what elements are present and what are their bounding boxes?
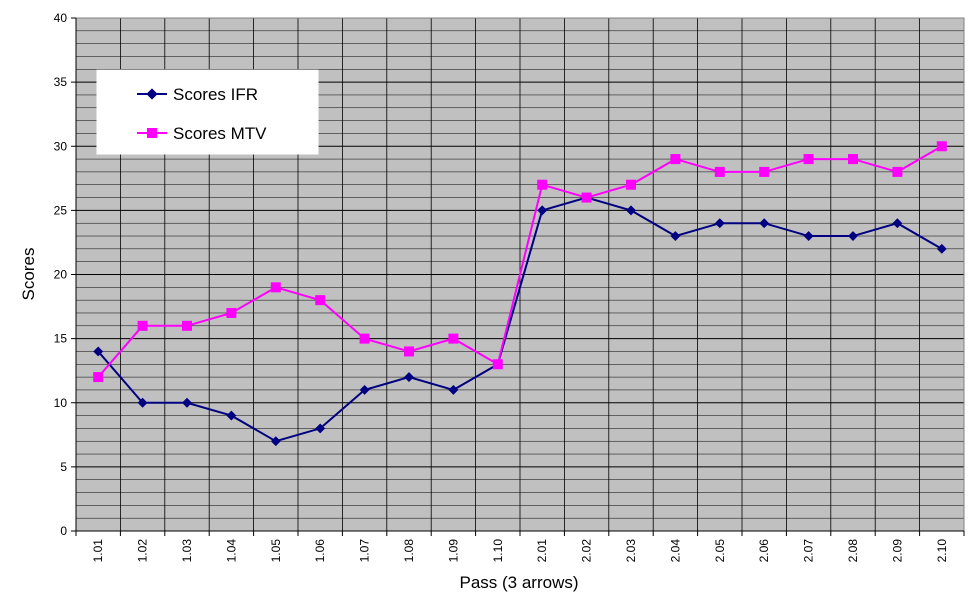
data-point [226, 410, 237, 421]
data-point [315, 295, 326, 306]
legend-label-mtv: Scores MTV [173, 124, 267, 143]
data-point [626, 205, 636, 216]
data-point [270, 436, 281, 447]
x-tick-label: 1.04 [224, 539, 238, 563]
series-line [97, 145, 943, 378]
x-tick-label: 1.02 [136, 539, 150, 563]
x-tick-label: 2.09 [890, 539, 904, 563]
data-point [848, 231, 858, 241]
y-tick-label: 0 [60, 524, 67, 538]
data-point [714, 166, 725, 177]
data-point [537, 179, 548, 190]
y-axis-ticks: 0 5 10 15 20 25 30 35 40 [54, 11, 76, 538]
data-point [626, 179, 636, 190]
data-point [359, 384, 370, 395]
x-tick-label: 2.06 [757, 539, 771, 563]
data-point [759, 218, 770, 229]
data-point [404, 346, 414, 357]
x-tick-label: 1.01 [91, 539, 105, 563]
data-point [670, 231, 681, 241]
y-tick-label: 10 [54, 396, 68, 410]
data-point [714, 218, 725, 229]
x-tick-label: 2.02 [580, 539, 594, 563]
data-point [226, 307, 237, 318]
data-point [359, 333, 370, 344]
data-point [404, 372, 414, 383]
series-2 [93, 141, 947, 383]
x-tick-label: 2.08 [846, 539, 860, 563]
data-point [182, 397, 192, 408]
series-1 [93, 192, 947, 447]
data-point [892, 218, 903, 229]
data-point [492, 359, 503, 370]
x-tick-label: 2.05 [713, 539, 727, 563]
y-tick-label: 30 [54, 139, 68, 153]
y-tick-label: 35 [54, 75, 68, 89]
data-point [892, 166, 903, 177]
x-tick-label: 1.10 [491, 539, 505, 563]
data-point [537, 205, 548, 216]
data-point [137, 320, 148, 331]
x-axis-ticks: 1.01 1.02 1.03 1.04 1.05 1.06 1.07 1.08 1.09 1.10… [75, 531, 965, 563]
data-point [759, 166, 770, 177]
x-tick-label: 2.01 [535, 539, 549, 563]
x-tick-label: 2.07 [802, 539, 816, 563]
data-point [581, 192, 592, 203]
y-tick-label: 5 [60, 460, 67, 474]
x-tick-label: 1.07 [358, 539, 372, 563]
data-point [182, 320, 192, 331]
x-tick-label: 2.03 [624, 539, 638, 563]
data-point [848, 154, 858, 165]
y-tick-label: 20 [54, 268, 68, 282]
y-tick-label: 25 [54, 203, 68, 217]
series-line [97, 196, 943, 443]
data-point [93, 372, 104, 383]
data-point [448, 333, 459, 344]
series-layer [93, 141, 947, 447]
y-tick-label: 15 [54, 332, 68, 346]
data-point [670, 154, 681, 165]
data-point [315, 423, 326, 434]
y-axis-title: Scores [19, 248, 38, 301]
data-point [270, 282, 281, 293]
x-tick-label: 1.03 [180, 539, 194, 563]
x-tick-label: 1.06 [313, 539, 327, 563]
legend: Scores IFR Scores MTV [96, 69, 319, 155]
data-point [137, 397, 148, 408]
x-tick-label: 2.04 [668, 539, 682, 563]
x-axis-title: Pass (3 arrows) [459, 573, 578, 592]
legend-box [96, 69, 319, 155]
data-point [803, 231, 814, 241]
x-tick-label: 1.09 [446, 539, 460, 563]
data-point [936, 243, 947, 254]
y-tick-label: 40 [54, 11, 68, 25]
x-tick-label: 1.08 [402, 539, 416, 563]
legend-label-ifr: Scores IFR [173, 85, 258, 104]
x-tick-label: 2.10 [935, 539, 949, 563]
vertical-gridlines [120, 18, 920, 531]
legend-marker-mtv [147, 128, 157, 138]
x-tick-label: 1.05 [269, 539, 283, 563]
data-point [803, 154, 814, 165]
data-point [448, 384, 459, 395]
data-point [936, 141, 947, 152]
